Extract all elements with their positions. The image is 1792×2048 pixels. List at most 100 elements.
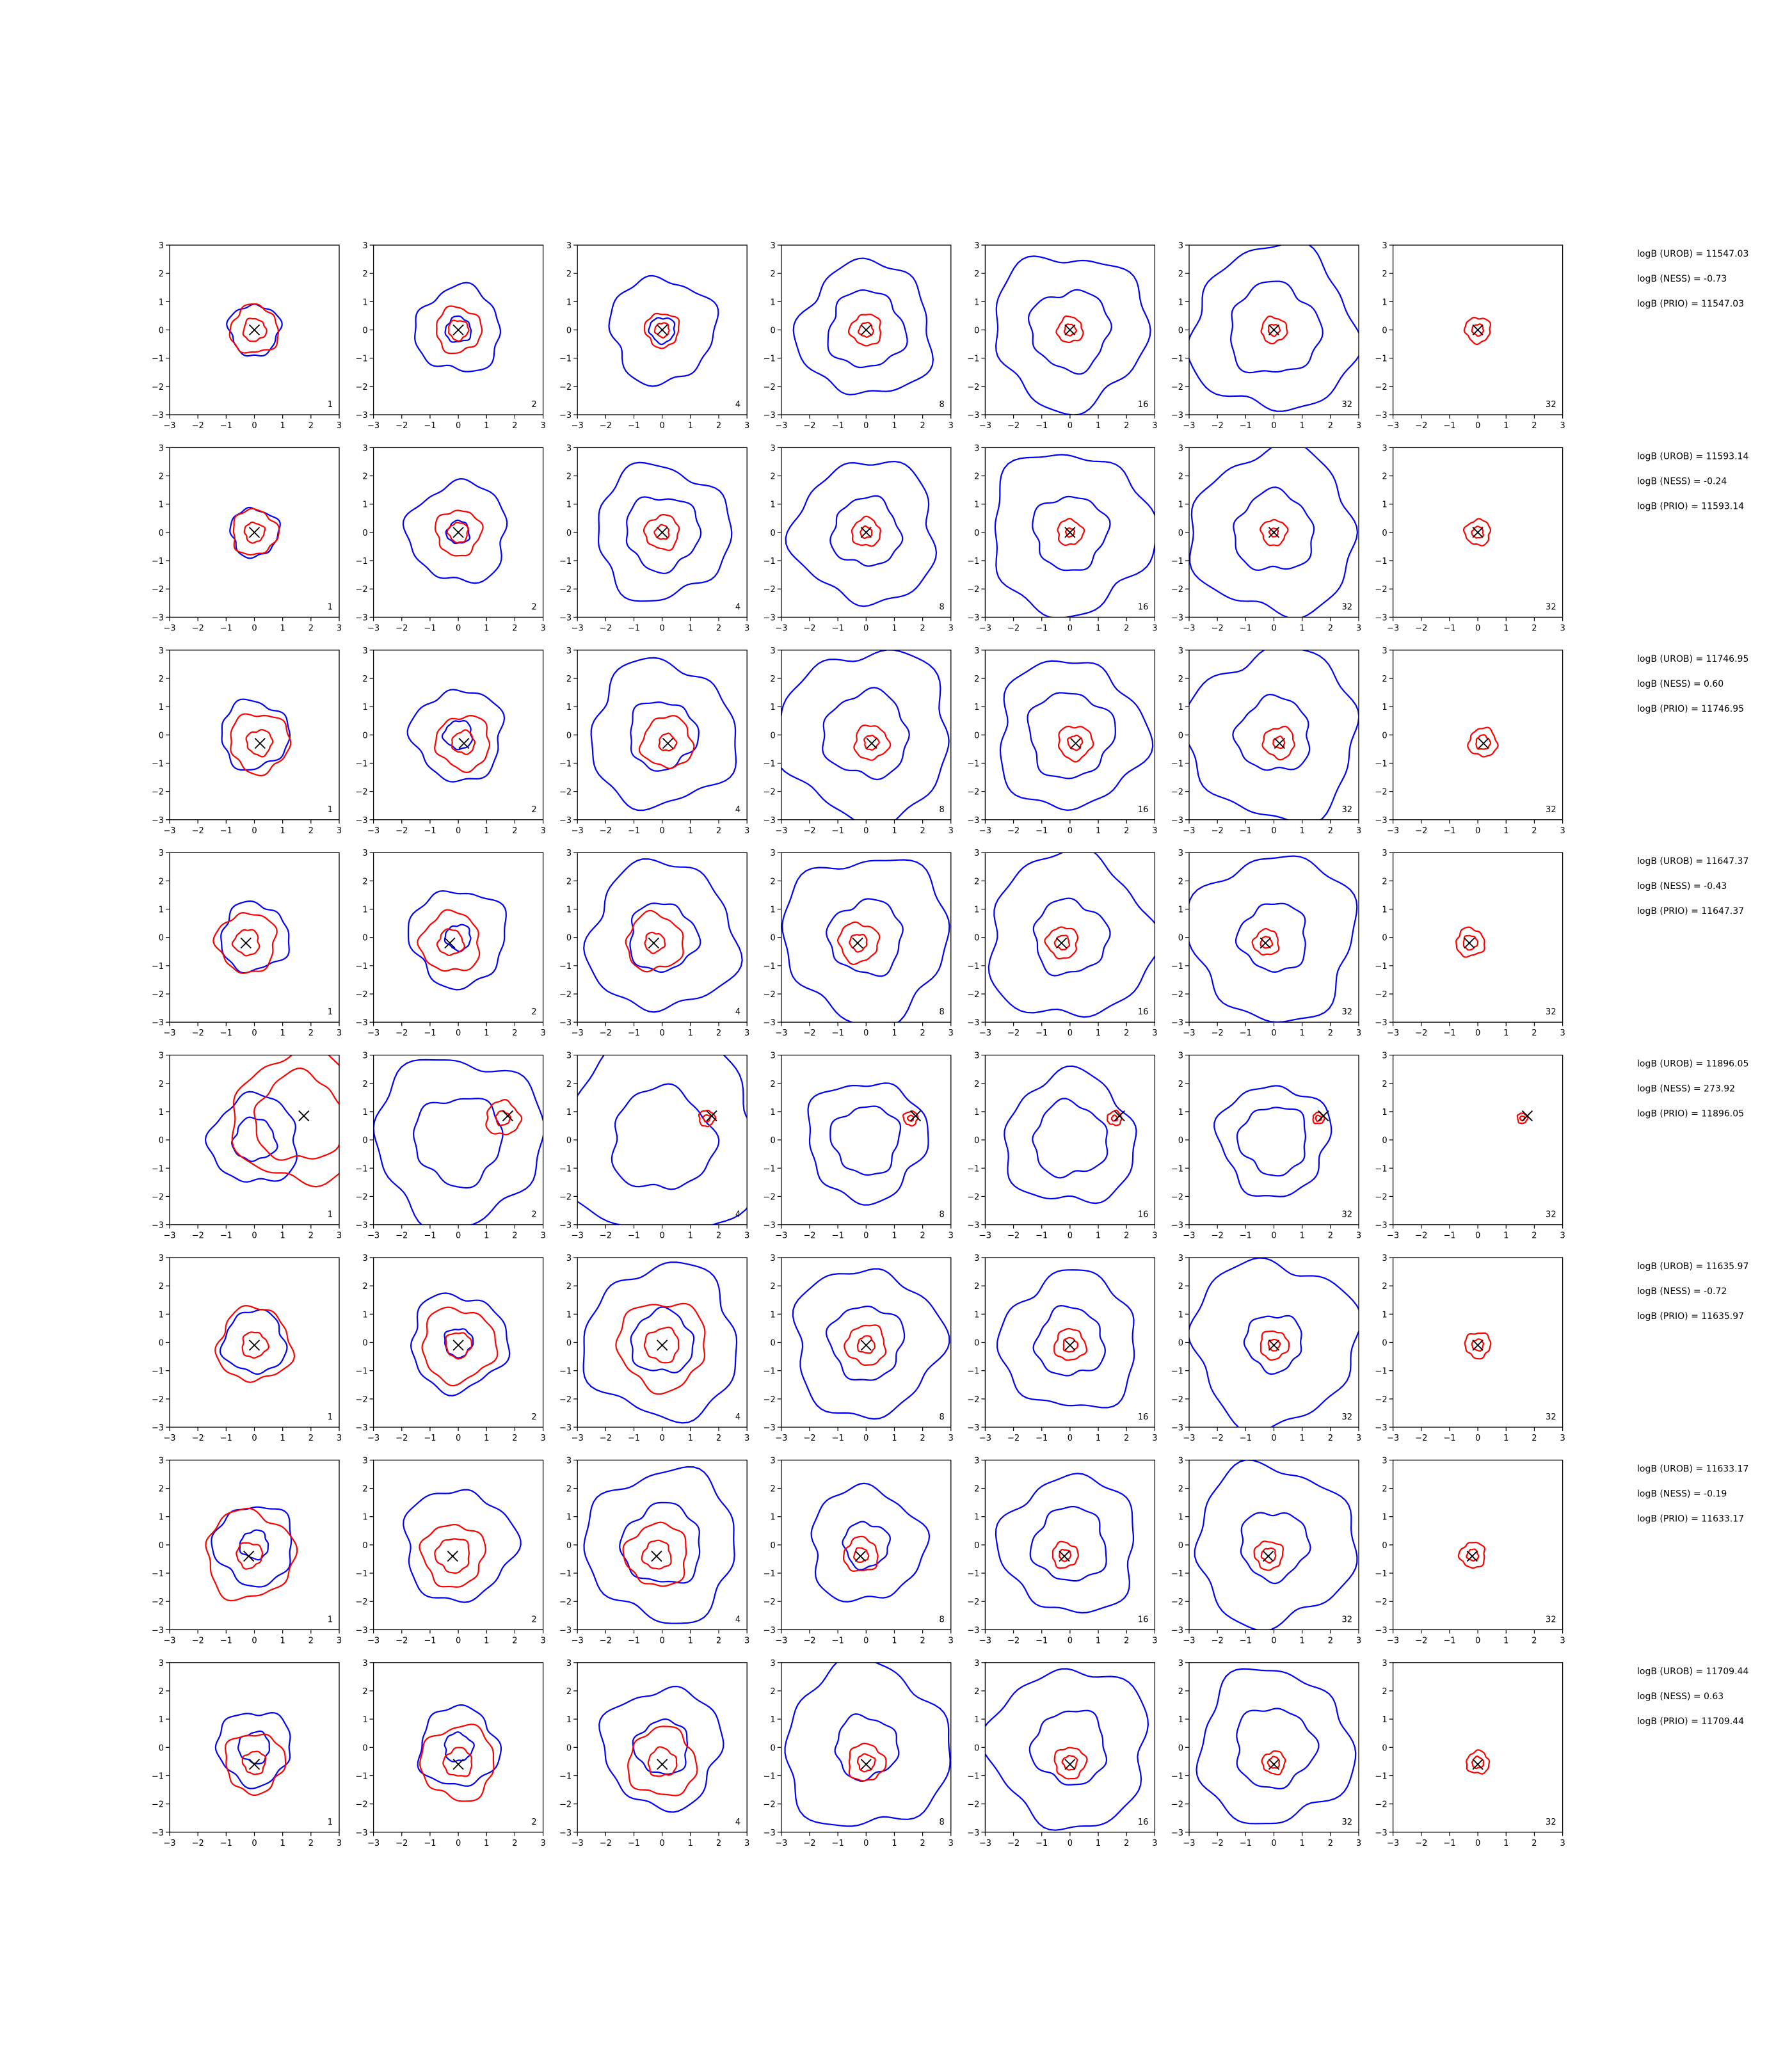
axes-frame <box>372 650 544 820</box>
contour-layer <box>583 1466 735 1624</box>
panel-count-label: 32 <box>1546 1615 1556 1624</box>
red-contour <box>1471 1338 1485 1352</box>
x-tick-label: −3 <box>572 1636 584 1645</box>
x-tick-label: −2 <box>1415 1028 1427 1038</box>
x-tick-label: −2 <box>1212 1231 1224 1241</box>
y-tick-label: −3 <box>967 1828 979 1838</box>
y-tick-label: −2 <box>1375 1800 1387 1810</box>
true-point-marker <box>860 324 872 336</box>
true-point-marker <box>657 1759 668 1770</box>
y-tick-label: −3 <box>967 1221 979 1231</box>
x-tick-label: −3 <box>775 1434 787 1443</box>
panel-r1-c1: −3−3 −2 −2 −1 −1 0 0 1 1 2 2 3 3 1 <box>152 241 342 431</box>
red-contour <box>644 931 666 954</box>
x-tick-label: 3 <box>1356 1231 1361 1241</box>
y-tick-label: 3 <box>566 444 572 453</box>
y-tick-label: 2 <box>771 269 776 279</box>
panel-count-label: 2 <box>531 602 536 612</box>
y-tick-label: 1 <box>1178 906 1183 915</box>
panel-r2-c6: −3−3 −2 −2 −1 −1 0 0 1 1 2 2 3 3 32 <box>1171 444 1361 633</box>
x-tick-label: 0 <box>252 826 257 836</box>
x-tick-label: −1 <box>832 421 844 431</box>
x-tick-label: 3 <box>1152 826 1157 836</box>
red-contour <box>858 321 875 338</box>
y-tick-label: −2 <box>967 585 979 595</box>
x-tick-label: 2 <box>1124 623 1129 633</box>
y-tick-label: 0 <box>566 1743 572 1753</box>
contour-layer <box>1189 650 1359 820</box>
blue-contour <box>996 1269 1135 1409</box>
red-contour <box>436 928 465 956</box>
y-tick-label: 0 <box>974 731 979 740</box>
x-tick-label: 1 <box>1503 421 1508 431</box>
x-tick-label: −3 <box>367 826 380 836</box>
panel-count-label: 2 <box>531 1615 536 1624</box>
panel-count-label: 8 <box>940 400 945 410</box>
x-tick-label: −3 <box>572 1434 584 1443</box>
y-tick-label: −1 <box>1375 1772 1387 1781</box>
y-tick-label: −1 <box>559 1164 572 1174</box>
contour-layer <box>1462 518 1492 547</box>
y-tick-label: −2 <box>1375 1395 1387 1405</box>
y-tick-label: −2 <box>559 585 572 595</box>
true-point-marker <box>852 937 863 949</box>
y-tick-label: 0 <box>1382 1339 1387 1348</box>
x-tick-label: −3 <box>572 623 584 633</box>
panel-count-label: 16 <box>1138 805 1149 815</box>
blue-contour <box>417 1704 502 1787</box>
y-tick-label: 0 <box>1178 529 1183 538</box>
logb-annotation: logB (UROB) = 11635.97 <box>1637 1261 1748 1272</box>
y-tick-label: −2 <box>1375 1192 1387 1202</box>
y-tick-label: 2 <box>566 1282 572 1292</box>
panel-r6-c6: −3−3 −2 −2 −1 −1 0 0 1 1 2 2 3 3 32 <box>1171 1254 1361 1443</box>
x-tick-label: −2 <box>1212 623 1224 633</box>
y-tick-label: −1 <box>355 1569 367 1579</box>
red-contour <box>842 1535 879 1572</box>
blue-contour <box>792 257 934 396</box>
red-contour <box>1267 1338 1281 1352</box>
y-tick-label: −1 <box>967 1164 979 1174</box>
y-tick-label: −2 <box>152 990 164 1000</box>
y-tick-label: −2 <box>355 1192 367 1202</box>
red-contour <box>1467 726 1499 758</box>
y-tick-label: 2 <box>1178 675 1183 684</box>
x-tick-label: 0 <box>863 1839 868 1848</box>
y-tick-label: −3 <box>559 411 572 420</box>
y-tick-label: 0 <box>1382 731 1387 740</box>
x-tick-label: 3 <box>1152 1636 1157 1645</box>
y-tick-label: 1 <box>159 703 164 712</box>
panel-count-label: 8 <box>940 1007 945 1017</box>
x-tick-label: 3 <box>337 1636 342 1645</box>
logb-annotation: logB (PRIO) = 11709.44 <box>1637 1716 1744 1727</box>
x-tick-label: 1 <box>484 623 489 633</box>
x-tick-label: −2 <box>192 421 204 431</box>
x-tick-label: 3 <box>337 826 342 836</box>
y-tick-label: −3 <box>967 1626 979 1635</box>
y-tick-label: −3 <box>764 411 776 420</box>
x-tick-label: −1 <box>1443 1839 1455 1848</box>
y-tick-label: 0 <box>1178 1136 1183 1146</box>
x-tick-label: 0 <box>252 1231 257 1241</box>
blue-contour <box>1194 1460 1358 1630</box>
blue-contour <box>1233 486 1315 572</box>
x-tick-label: −2 <box>396 421 408 431</box>
blue-contour <box>995 1473 1135 1614</box>
y-tick-label: −2 <box>1375 585 1387 595</box>
panel-r6-c7: −3−3 −2 −2 −1 −1 0 0 1 1 2 2 3 3 32 <box>1375 1254 1565 1443</box>
y-tick-label: −3 <box>1171 411 1183 420</box>
y-tick-label: 3 <box>1178 849 1183 858</box>
panel-r3-c6: −3−3 −2 −2 −1 −1 0 0 1 1 2 2 3 3 32 <box>1171 646 1361 836</box>
true-point-marker <box>648 937 660 949</box>
y-tick-label: −3 <box>355 1221 367 1231</box>
y-tick-label: −2 <box>1171 1395 1183 1405</box>
x-tick-label: −1 <box>424 1434 436 1443</box>
y-tick-label: 1 <box>362 298 367 307</box>
y-tick-label: −1 <box>1171 557 1183 566</box>
y-tick-label: 0 <box>1382 529 1387 538</box>
blue-contour <box>995 255 1151 415</box>
y-tick-label: 0 <box>974 1743 979 1753</box>
blue-contour <box>219 1309 288 1375</box>
x-tick-label: 2 <box>512 1839 517 1848</box>
axes-frame <box>1392 650 1564 820</box>
y-tick-label: 3 <box>159 1052 164 1061</box>
